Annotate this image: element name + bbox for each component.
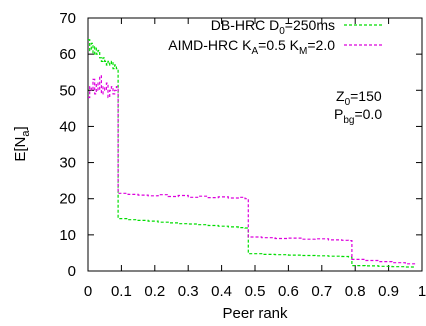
- y-axis: 0 10 20 30 40 50 60 70: [59, 10, 422, 280]
- annotation-2-part: P: [334, 106, 343, 122]
- x-tick-label: 0.7: [311, 283, 332, 300]
- series-layer: [88, 39, 416, 268]
- annotation-2-part: =0.0: [354, 106, 382, 122]
- legend-label-1-part: DB-HRC D: [211, 17, 279, 33]
- annotation-2-part: bg: [343, 115, 354, 126]
- y-tick-label: 30: [59, 155, 76, 172]
- x-tick-label: 0.8: [345, 283, 366, 300]
- x-tick-label: 0.9: [378, 283, 399, 300]
- x-tick-label: 0.5: [245, 283, 266, 300]
- legend-label-2: AIMD-HRC KA=0.5 KM=2.0: [168, 37, 335, 57]
- x-axis-label: Peer rank: [222, 305, 288, 322]
- legend-label-2-part: =0.5 K: [258, 37, 300, 53]
- x-tick-label: 0.1: [111, 283, 132, 300]
- y-tick-label: 0: [68, 263, 76, 280]
- x-tick-label: 0.2: [144, 283, 165, 300]
- legend-label-2-part: M: [299, 46, 307, 57]
- series-line-1: [88, 39, 416, 268]
- annotation-1-part: =150: [350, 88, 382, 104]
- y-axis-label: E[Na]: [12, 126, 32, 161]
- annotation-1: Z0=150: [336, 88, 382, 108]
- legend-label-1: DB-HRC D0=250ms: [211, 17, 335, 37]
- y-tick-label: 20: [59, 191, 76, 208]
- series-line-2: [88, 75, 416, 265]
- y-axis-label-base: E[N: [12, 137, 29, 162]
- x-tick-label: 1: [418, 283, 426, 300]
- annotation-2: Pbg=0.0: [334, 106, 382, 126]
- annotation-1-part: Z: [336, 88, 345, 104]
- x-tick-label: 0.4: [211, 283, 232, 300]
- y-axis-label-sub: a: [20, 130, 32, 137]
- legend-label-1-part: =250ms: [285, 17, 335, 33]
- y-tick-label: 60: [59, 46, 76, 63]
- y-axis-label-tail: ]: [12, 126, 29, 130]
- y-tick-label: 50: [59, 82, 76, 99]
- y-tick-label: 70: [59, 10, 76, 27]
- annotation-1-part: 0: [345, 97, 351, 108]
- x-tick-label: 0: [84, 283, 92, 300]
- y-tick-label: 40: [59, 118, 76, 135]
- x-axis: 0 0.1 0.2 0.3 0.4 0.5 0.6 0.7 0.8 0.9 1: [84, 18, 426, 300]
- legend-label-1-part: 0: [279, 26, 285, 37]
- legend-label-2-part: A: [251, 46, 258, 57]
- x-tick-label: 0.3: [178, 283, 199, 300]
- x-tick-label: 0.6: [278, 283, 299, 300]
- legend-label-2-part: =2.0: [307, 37, 335, 53]
- y-tick-label: 10: [59, 227, 76, 244]
- legend-label-2-part: AIMD-HRC K: [168, 37, 252, 53]
